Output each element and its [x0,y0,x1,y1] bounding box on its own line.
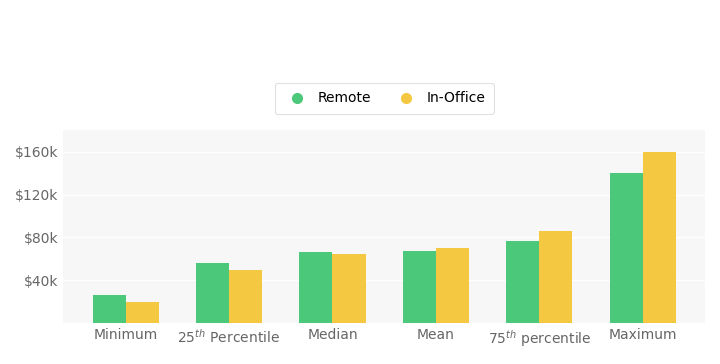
Bar [300,253,333,323]
Bar [125,302,158,323]
Bar [402,252,436,323]
Bar [229,270,262,323]
Bar [333,254,366,323]
Bar [610,173,643,323]
Bar [93,295,125,323]
Bar [506,241,539,323]
Bar [196,263,229,323]
Legend: Remote, In-Office: Remote, In-Office [274,83,494,114]
Bar [643,152,676,323]
Bar [539,231,572,323]
Bar [436,248,469,323]
